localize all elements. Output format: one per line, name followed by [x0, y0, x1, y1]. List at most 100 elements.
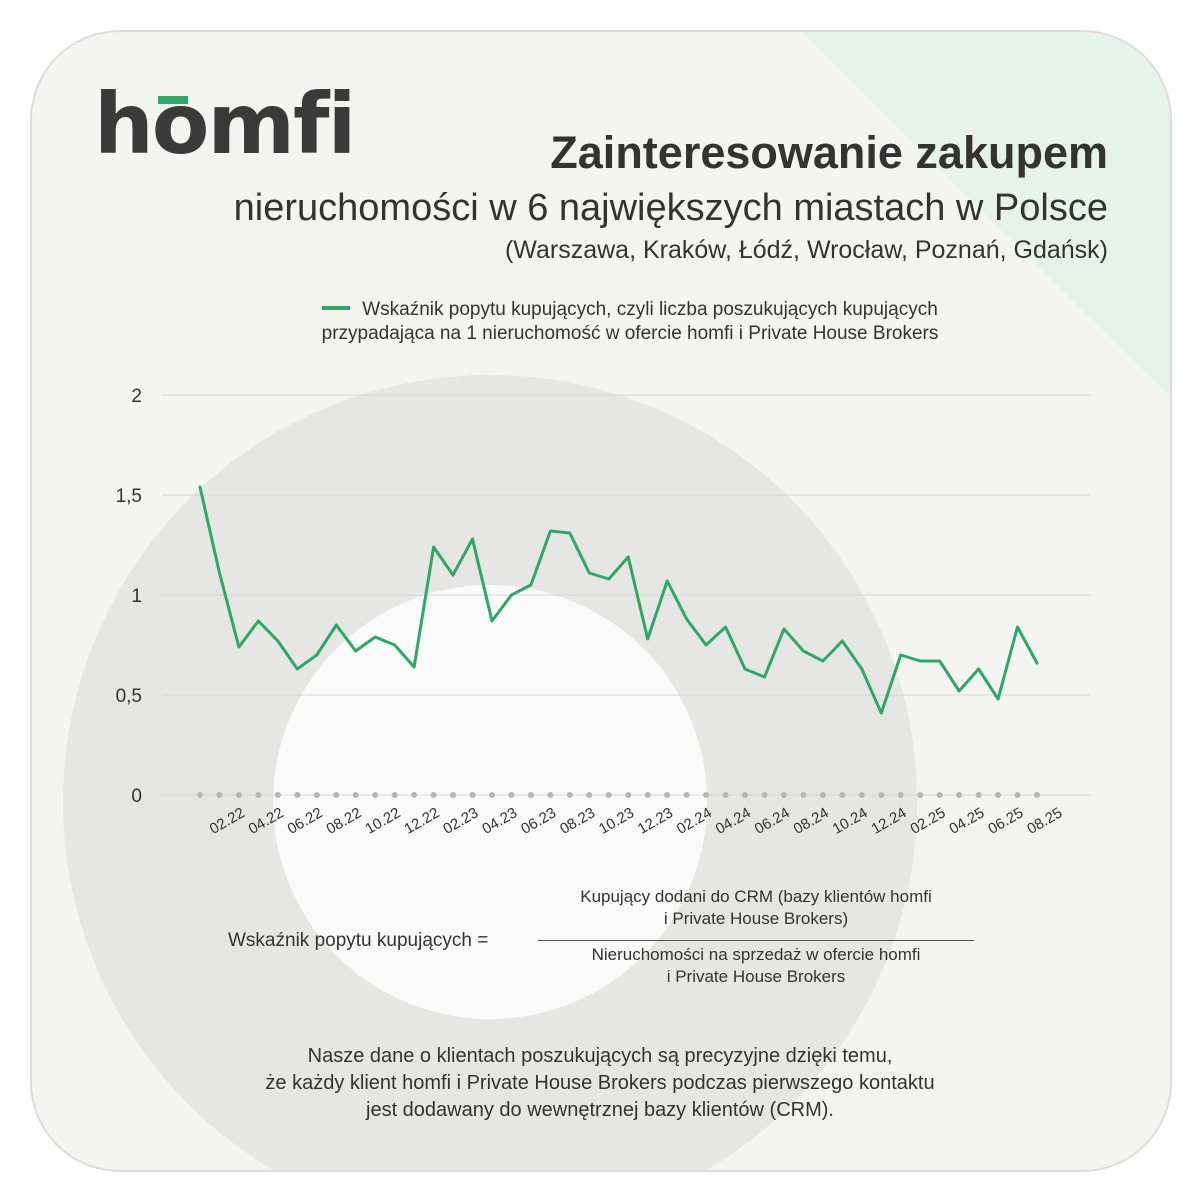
baseline-dot: [527, 792, 534, 798]
baseline-dot: [372, 792, 379, 798]
baseline-dot: [897, 792, 904, 798]
baseline-dot: [197, 792, 203, 798]
baseline-dot: [333, 792, 340, 798]
baseline-dot: [819, 792, 826, 798]
formula-denominator: Nieruchomości na sprzedaż w ofercie homf…: [538, 944, 974, 988]
y-tick-label: 0: [131, 786, 142, 807]
x-tick-label: 04.24: [713, 804, 754, 837]
x-tick-label: 02.23: [440, 804, 481, 837]
baseline-dot: [703, 792, 710, 798]
baseline-dot: [411, 792, 418, 798]
baseline-dot: [839, 792, 846, 798]
baseline-dot: [255, 792, 262, 798]
x-tick-label: 02.24: [674, 804, 715, 837]
x-tick-label: 04.25: [946, 804, 987, 837]
baseline-dot: [1034, 792, 1040, 798]
x-tick-label: 02.25: [907, 804, 948, 837]
y-tick-label: 0,5: [116, 686, 142, 707]
baseline-dot: [683, 792, 690, 798]
page-title: Zainteresowanie zakupem: [550, 127, 1108, 178]
footer-line-3: jest dodawany do wewnętrznej bazy klient…: [366, 1099, 834, 1121]
baseline-dot: [878, 792, 885, 798]
x-tick-label: 12.22: [401, 804, 442, 837]
baseline-dot: [352, 792, 359, 798]
baseline-dot: [936, 792, 943, 798]
baseline-dot: [294, 792, 301, 798]
x-tick-label: 04.22: [246, 804, 287, 837]
homfi-logo: homfi: [94, 75, 356, 173]
denominator-line-2: i Private House Brokers: [666, 967, 846, 986]
baseline-dot: [586, 792, 593, 798]
x-tick-label: 04.23: [479, 804, 520, 837]
baseline-dot: [391, 792, 398, 798]
infographic-card: [30, 30, 1172, 1172]
x-tick-label: 06.23: [518, 804, 559, 837]
baseline-dot: [430, 792, 437, 798]
formula-numerator: Kupujący dodani do CRM (bazy klientów ho…: [538, 886, 974, 930]
x-tick-label: 08.24: [791, 804, 832, 837]
baseline-dot: [605, 792, 612, 798]
baseline-dot: [995, 792, 1002, 798]
formula-label: Wskaźnik popytu kupujących =: [228, 930, 489, 951]
x-tick-label: 06.22: [285, 804, 326, 837]
legend-line-1: Wskaźnik popytu kupujących, czyli liczba…: [362, 299, 938, 320]
y-axis-ticks: 0 0,5 1 1,5 2: [116, 386, 142, 807]
chart-grid: [162, 394, 1090, 796]
baseline-dot: [508, 792, 515, 798]
numerator-line-2: i Private House Brokers): [663, 909, 849, 928]
baseline-dot: [800, 792, 807, 798]
x-tick-label: 10.22: [362, 804, 403, 837]
page-subtitle: nieruchomości w 6 największych miastach …: [233, 187, 1108, 229]
baseline-dot: [956, 792, 963, 798]
x-tick-label: 06.25: [985, 804, 1026, 837]
baseline-dot: [547, 792, 554, 798]
baseline-dot: [742, 792, 749, 798]
baseline-dot: [780, 792, 787, 798]
baseline-dot: [450, 792, 457, 798]
x-tick-label: 12.24: [869, 804, 910, 837]
baseline-dot: [644, 792, 651, 798]
baseline-dot: [216, 792, 223, 798]
baseline-dot: [488, 792, 495, 798]
fraction-bar: [538, 940, 974, 941]
legend-swatch: [322, 305, 351, 310]
baseline-dot: [313, 792, 320, 798]
corner-accent: [802, 32, 1170, 397]
footer-line-2: że każdy klient homfi i Private House Br…: [265, 1072, 935, 1094]
x-tick-label: 02.22: [207, 804, 248, 837]
denominator-line-1: Nieruchomości na sprzedaż w ofercie homf…: [591, 945, 921, 964]
baseline-dot: [722, 792, 729, 798]
x-tick-label: 10.23: [596, 804, 637, 837]
footer-line-1: Nasze dane o klientach poszukujących są …: [307, 1045, 893, 1067]
baseline-dot: [566, 792, 573, 798]
footer-note: Nasze dane o klientach poszukujących są …: [180, 1043, 1020, 1124]
logo-accent-bar: [158, 96, 188, 104]
baseline-dot: [1014, 792, 1021, 798]
legend-line-2: przypadająca na 1 nieruchomość w ofercie…: [321, 323, 939, 344]
baseline-dot: [469, 792, 476, 798]
decorative-ring: [63, 375, 917, 1170]
chart-series: [198, 485, 1039, 715]
chart-legend: Wskaźnik popytu kupujących, czyli liczba…: [240, 298, 1020, 346]
x-tick-label: 06.24: [752, 804, 793, 837]
x-tick-label: 08.23: [557, 804, 598, 837]
y-tick-label: 2: [131, 386, 142, 407]
x-axis-ticks: 02.2204.2206.2208.2210.2212.2202.2304.23…: [207, 804, 1066, 837]
x-tick-label: 08.25: [1024, 804, 1065, 837]
baseline-dot: [917, 792, 924, 798]
numerator-line-1: Kupujący dodani do CRM (bazy klientów ho…: [580, 887, 932, 906]
series-line: [198, 485, 1039, 715]
y-tick-label: 1,5: [116, 486, 142, 507]
cities-list: (Warszawa, Kraków, Łódź, Wrocław, Poznań…: [504, 236, 1108, 264]
decorative-inner-circle: [273, 585, 707, 1019]
y-tick-label: 1: [131, 586, 142, 607]
baseline-dot: [664, 792, 671, 798]
background-decoration: [63, 32, 1170, 1170]
baseline-dot: [274, 792, 281, 798]
baseline-dots: [197, 792, 1040, 798]
x-tick-label: 10.24: [830, 804, 871, 837]
baseline-dot: [975, 792, 982, 798]
baseline-dot: [761, 792, 768, 798]
baseline-dot: [858, 792, 865, 798]
x-tick-label: 08.22: [323, 804, 364, 837]
